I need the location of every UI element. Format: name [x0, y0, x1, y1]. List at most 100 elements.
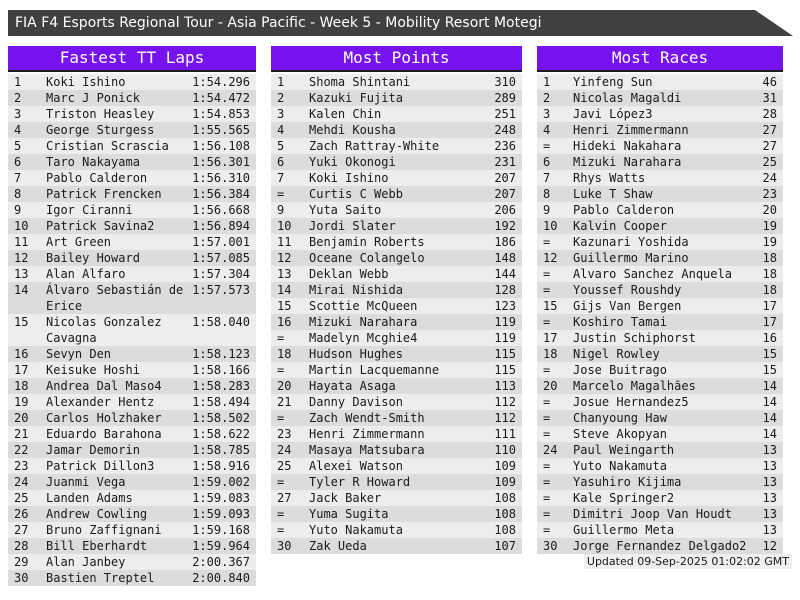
name-cell: Zak Ueda [309, 539, 367, 553]
rank-cell: 25 [14, 491, 29, 505]
name-cell: Zach Rattray-White [309, 139, 440, 153]
rank-cell: 29 [14, 555, 29, 569]
name-cell: Tyler R Howard [309, 475, 411, 489]
value-cell: 1:57.085 [192, 251, 250, 265]
table-row: 20 Marcelo Magalhães 14 [537, 378, 783, 394]
name-cell: Koki Ishino [309, 171, 389, 185]
table-row: 18 Andrea Dal Maso4 1:58.283 [8, 378, 256, 394]
table-row: 10 Kalvin Cooper 19 [537, 218, 783, 234]
name-cell: Alvaro Sanchez Anquela [573, 267, 732, 281]
table-row: = Madelyn Mcghie4 119 [271, 330, 522, 346]
table-body: 1 Koki Ishino 1:54.296 2 Marc J Ponick 1:54.4… [8, 72, 256, 586]
rank-cell: 18 [14, 379, 29, 393]
value-cell: 1:58.123 [192, 347, 250, 361]
table-row: 22 Jamar Demorin 1:58.785 [8, 442, 256, 458]
value-cell: 1:58.166 [192, 363, 250, 377]
value-cell: 1:56.310 [192, 171, 250, 185]
name-cell: Nicolas Magaldi [573, 91, 682, 105]
name-cell: Cristian Scrascia [46, 139, 169, 153]
value-cell: 123 [494, 299, 516, 313]
table-body: 1 Shoma Shintani 310 2 Kazuki Fujita 289 3 Kale… [271, 72, 522, 554]
table-row: = Youssef Roushdy 18 [537, 282, 783, 298]
value-cell: 46 [762, 75, 777, 89]
value-cell: 13 [762, 459, 777, 473]
value-cell: 148 [494, 251, 516, 265]
name-cell: Chanyoung Haw [573, 411, 667, 425]
table-row: = Koshiro Tamai 17 [537, 314, 783, 330]
name-cell: Masaya Matsubara [309, 443, 425, 457]
value-cell: 24 [762, 171, 777, 185]
value-cell: 115 [494, 363, 516, 377]
table-row: 4 Henri Zimmermann 27 [537, 122, 783, 138]
leaderboard-most-races: Most Races 1 Yinfeng Sun 46 2 Nicolas Magald… [537, 46, 783, 554]
table-row: = Jose Buitrago 15 [537, 362, 783, 378]
name-cell: Benjamin Roberts [309, 235, 425, 249]
table-row: 6 Mizuki Narahara 25 [537, 154, 783, 170]
value-cell: 2:00.840 [192, 571, 250, 585]
name-cell: Shoma Shintani [309, 75, 411, 89]
table-body: 1 Yinfeng Sun 46 2 Nicolas Magaldi 31 3 Javi Ló… [537, 72, 783, 554]
name-cell: Sevyn Den [46, 347, 112, 361]
name-cell: Igor Ciranni [46, 203, 133, 217]
name-cell: Kalen Chin [309, 107, 382, 121]
table-row: = Josue Hernandez5 14 [537, 394, 783, 410]
value-cell: 1:58.785 [192, 443, 250, 457]
table-row: = Chanyoung Haw 14 [537, 410, 783, 426]
name-cell: Yinfeng Sun [573, 75, 653, 89]
name-cell: Juanmi Vega [46, 475, 126, 489]
name-cell: Bruno Zaffignani [46, 523, 162, 537]
table-row: 13 Alan Alfaro 1:57.304 [8, 266, 256, 282]
table-row: 4 George Sturgess 1:55.565 [8, 122, 256, 138]
rank-cell: 3 [543, 107, 551, 121]
name-cell: Kazunari Yoshida [573, 235, 689, 249]
name-cell: Alexander Hentz [46, 395, 155, 409]
rank-cell: 6 [14, 155, 22, 169]
rank-cell: 8 [543, 187, 551, 201]
value-cell: 206 [494, 203, 516, 217]
rank-cell: = [543, 427, 551, 441]
table-row: 9 Igor Ciranni 1:56.668 [8, 202, 256, 218]
name-cell: Art Green [46, 235, 112, 249]
name-cell: Marc J Ponick [46, 91, 140, 105]
name-cell: Jose Buitrago [573, 363, 667, 377]
rank-cell: 15 [277, 299, 292, 313]
table-row: 20 Carlos Holzhaker 1:58.502 [8, 410, 256, 426]
table-header: Most Points [271, 46, 522, 72]
rank-cell: 23 [14, 459, 29, 473]
value-cell: 248 [494, 123, 516, 137]
table-row: 7 Pablo Calderon 1:56.310 [8, 170, 256, 186]
name-cell: Alexei Watson [309, 459, 403, 473]
table-row: 17 Keisuke Hoshi 1:58.166 [8, 362, 256, 378]
name-cell: Guillermo Meta [573, 523, 675, 537]
name-cell: Guillermo Marino [573, 251, 689, 265]
rank-cell: 11 [277, 235, 292, 249]
rank-cell: = [543, 283, 551, 297]
name-cell: Hudson Hughes [309, 347, 403, 361]
name-cell: Rhys Watts [573, 171, 646, 185]
table-row: = Tyler R Howard 109 [271, 474, 522, 490]
table-row: 15 Gijs Van Bergen 17 [537, 298, 783, 314]
value-cell: 16 [762, 331, 777, 345]
name-cell: George Sturgess [46, 123, 155, 137]
rank-cell: 10 [14, 219, 29, 233]
name-cell: Álvaro Sebastián de Erice [46, 283, 184, 313]
table-row: 4 Mehdi Kousha 248 [271, 122, 522, 138]
table-row: 18 Hudson Hughes 115 [271, 346, 522, 362]
table-row: 8 Patrick Frencken 1:56.384 [8, 186, 256, 202]
rank-cell: 18 [277, 347, 292, 361]
name-cell: Nigel Rowley [573, 347, 660, 361]
leaderboard-fastest-tt-laps: Fastest TT Laps 1 Koki Ishino 1:54.296 2 Mar… [8, 46, 256, 586]
table-row: 11 Benjamin Roberts 186 [271, 234, 522, 250]
rank-cell: 14 [277, 283, 292, 297]
table-row: = Guillermo Meta 13 [537, 522, 783, 538]
value-cell: 186 [494, 235, 516, 249]
value-cell: 1:56.668 [192, 203, 250, 217]
rank-cell: = [543, 139, 551, 153]
rank-cell: 18 [543, 347, 558, 361]
table-row: = Yuto Nakamuta 108 [271, 522, 522, 538]
rank-cell: = [543, 475, 551, 489]
leaderboard-most-points: Most Points 1 Shoma Shintani 310 2 Kazuki Fu… [271, 46, 522, 554]
name-cell: Kazuki Fujita [309, 91, 403, 105]
value-cell: 119 [494, 315, 516, 329]
value-cell: 108 [494, 507, 516, 521]
